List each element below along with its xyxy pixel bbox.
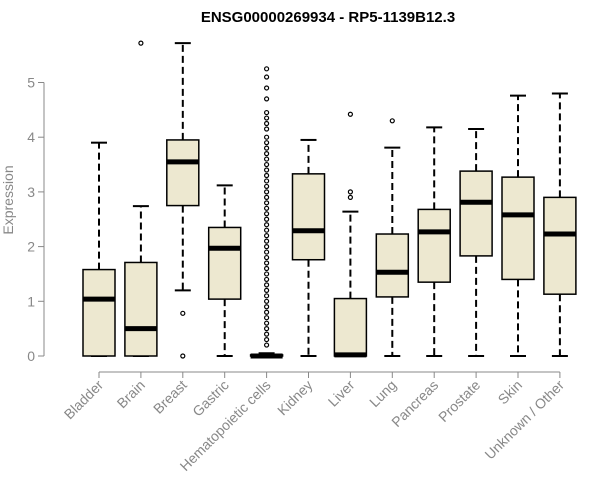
outlier-point — [347, 194, 353, 200]
x-tick-label: Unknown / Other — [481, 377, 567, 463]
outlier-point — [264, 178, 270, 184]
box-iqr — [543, 196, 577, 295]
outlier-point — [264, 134, 270, 140]
outlier-point — [264, 227, 270, 233]
outlier-point — [264, 205, 270, 211]
outlier-point — [264, 140, 270, 146]
y-tick-label: 3 — [27, 184, 35, 200]
y-axis-label: Expression — [0, 165, 16, 234]
outlier-point — [264, 265, 270, 272]
x-tick-label: Skin — [495, 377, 526, 408]
outlier-point — [264, 115, 270, 121]
outlier-point — [264, 96, 270, 102]
outlier-point — [347, 189, 353, 195]
x-tick-label: Breast — [150, 377, 190, 417]
outlier-point — [264, 309, 270, 315]
outlier-point — [264, 151, 270, 157]
outlier-point — [264, 74, 270, 80]
box-hematopoietic-cells — [249, 66, 284, 359]
outlier-point — [264, 222, 270, 228]
outlier-point — [264, 293, 270, 299]
box-iqr — [82, 268, 116, 357]
box-iqr — [166, 139, 200, 207]
box-unknown-other — [543, 92, 577, 357]
outlier-point — [264, 109, 270, 116]
box-gastric — [207, 184, 242, 357]
x-tick-label: Liver — [325, 377, 358, 410]
box-iqr — [375, 233, 410, 298]
outlier-point — [264, 244, 270, 250]
box-iqr — [124, 261, 158, 357]
y-tick-label: 5 — [27, 75, 35, 91]
outlier-point — [264, 342, 270, 348]
box-kidney — [291, 138, 326, 357]
outlier-point — [264, 282, 270, 288]
outlier-point — [264, 189, 270, 195]
outlier-point — [264, 200, 270, 206]
outlier-point — [264, 85, 270, 91]
outlier-point — [264, 320, 270, 326]
outlier-point — [264, 271, 270, 277]
boxes-group — [82, 40, 577, 359]
box-iqr — [291, 173, 326, 261]
outlier-point — [264, 216, 270, 222]
outlier-point — [264, 254, 270, 261]
outlier-point — [264, 298, 270, 304]
outlier-point — [264, 304, 270, 310]
box-iqr — [417, 208, 451, 283]
outlier-point — [264, 183, 270, 190]
outlier-point — [264, 194, 270, 200]
outlier-point — [264, 126, 270, 132]
outlier-point — [264, 238, 270, 244]
outlier-point — [264, 156, 270, 162]
box-brain — [124, 40, 158, 357]
x-tick-label: Prostate — [435, 377, 483, 425]
y-axis: 0 1 2 3 4 5 — [27, 75, 45, 364]
outlier-point — [264, 233, 270, 239]
outlier-point — [180, 353, 186, 359]
box-bladder — [82, 141, 116, 357]
y-tick-label: 0 — [27, 348, 35, 364]
outlier-point — [347, 111, 353, 117]
box-liver — [333, 111, 368, 358]
y-tick-label: 4 — [27, 129, 35, 145]
outlier-point — [138, 40, 144, 46]
outlier-point — [180, 310, 186, 316]
box-iqr — [501, 176, 535, 281]
outlier-point — [264, 120, 270, 127]
box-pancreas — [417, 126, 451, 357]
outlier-point — [264, 66, 270, 72]
outlier-point — [264, 145, 270, 151]
x-tick-label: Pancreas — [388, 377, 441, 430]
x-tick-label: Bladder — [61, 377, 107, 423]
x-tick-label: Brain — [114, 377, 148, 411]
box-lung — [375, 118, 410, 357]
chart-title: ENSG00000269934 - RP5-1139B12.3 — [201, 9, 455, 26]
x-tick-label: Lung — [366, 377, 399, 410]
box-iqr — [459, 170, 493, 257]
x-tick-label: Kidney — [274, 377, 316, 419]
outlier-point — [264, 211, 270, 217]
outlier-point — [264, 172, 270, 179]
outlier-point — [264, 260, 270, 266]
box-breast — [166, 42, 200, 359]
outlier-point — [264, 249, 270, 255]
y-tick-label: 1 — [27, 293, 35, 309]
outlier-point — [264, 315, 270, 321]
box-iqr — [207, 226, 242, 300]
outlier-point — [264, 276, 270, 283]
y-tick-label: 2 — [27, 239, 35, 255]
outlier-point — [264, 161, 270, 168]
outlier-point — [264, 331, 270, 337]
box-iqr — [333, 297, 368, 357]
outlier-point — [264, 287, 270, 293]
box-skin — [501, 94, 535, 357]
box-prostate — [459, 127, 493, 357]
outlier-point — [264, 326, 270, 332]
outlier-point — [389, 118, 395, 124]
outlier-point — [264, 167, 270, 173]
outlier-point — [264, 336, 270, 343]
